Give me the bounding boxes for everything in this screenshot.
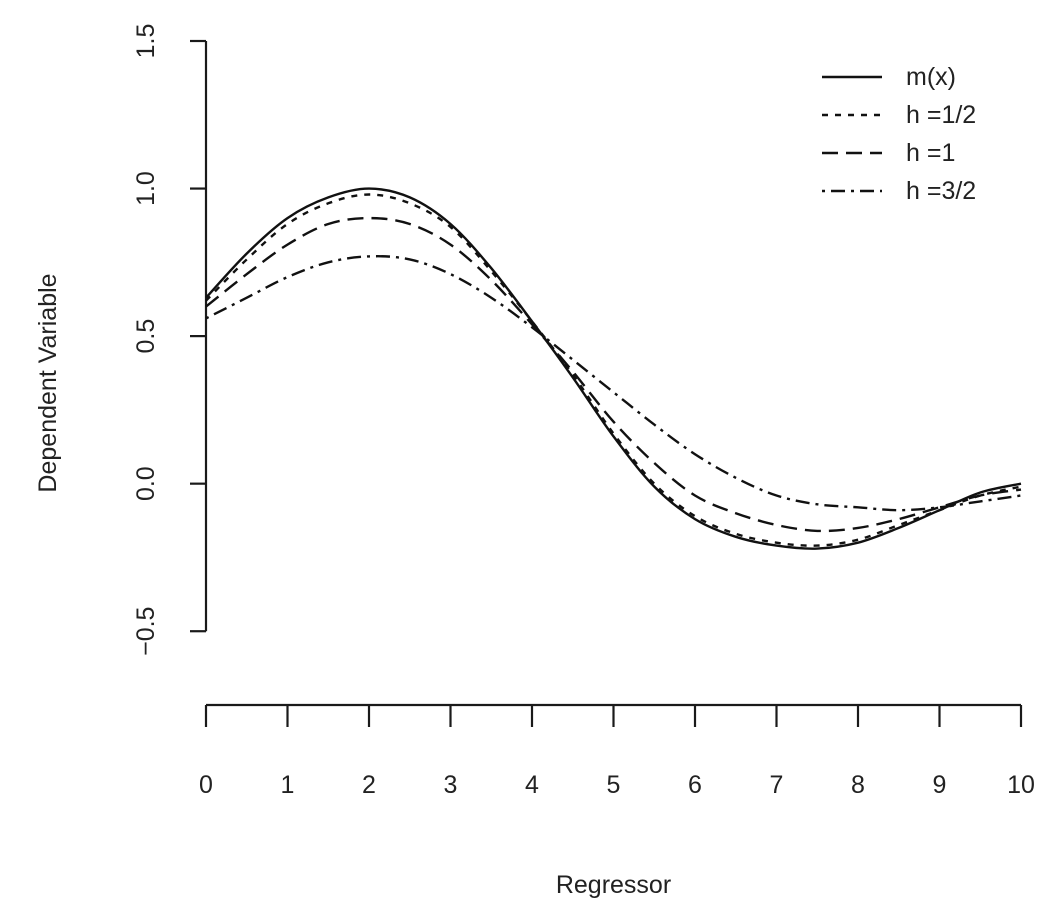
legend-label-0: m(x) <box>906 63 956 91</box>
x-tick-label: 1 <box>281 771 295 799</box>
legend-label-2: h =1 <box>906 139 955 167</box>
x-tick-label: 7 <box>770 771 784 799</box>
y-tick-label: 0.5 <box>132 319 160 354</box>
x-tick-label: 6 <box>688 771 702 799</box>
y-tick-label: 1.0 <box>132 171 160 206</box>
series-line-1 <box>205 193 1022 547</box>
x-tick-label: 2 <box>362 771 376 799</box>
x-tick-label: 9 <box>933 771 947 799</box>
y-tick-label: 0.0 <box>132 466 160 501</box>
y-axis-title: Dependent Variable <box>34 273 62 492</box>
legend-label-3: h =3/2 <box>906 177 976 205</box>
legend-label-1: h =1/2 <box>906 101 976 129</box>
legend: m(x) h =1/2 h =1 h =3/2 <box>822 63 976 205</box>
x-tick-label: 10 <box>1007 771 1035 799</box>
y-axis: −0.5 0.0 0.5 1.0 1.5 <box>132 24 208 656</box>
x-axis: 0 1 2 3 4 5 6 7 8 9 10 <box>199 703 1035 799</box>
x-axis-title: Regressor <box>556 871 671 899</box>
plot-area <box>205 187 1022 550</box>
x-tick-label: 8 <box>851 771 865 799</box>
x-tick-label: 0 <box>199 771 213 799</box>
series-line-2 <box>205 216 1022 533</box>
y-tick-label: 1.5 <box>132 24 160 59</box>
y-tick-label: −0.5 <box>132 607 160 656</box>
series-line-0 <box>205 187 1022 550</box>
x-tick-label: 3 <box>444 771 458 799</box>
x-tick-label: 5 <box>607 771 621 799</box>
x-tick-label: 4 <box>525 771 539 799</box>
series-line-3 <box>205 255 1022 512</box>
